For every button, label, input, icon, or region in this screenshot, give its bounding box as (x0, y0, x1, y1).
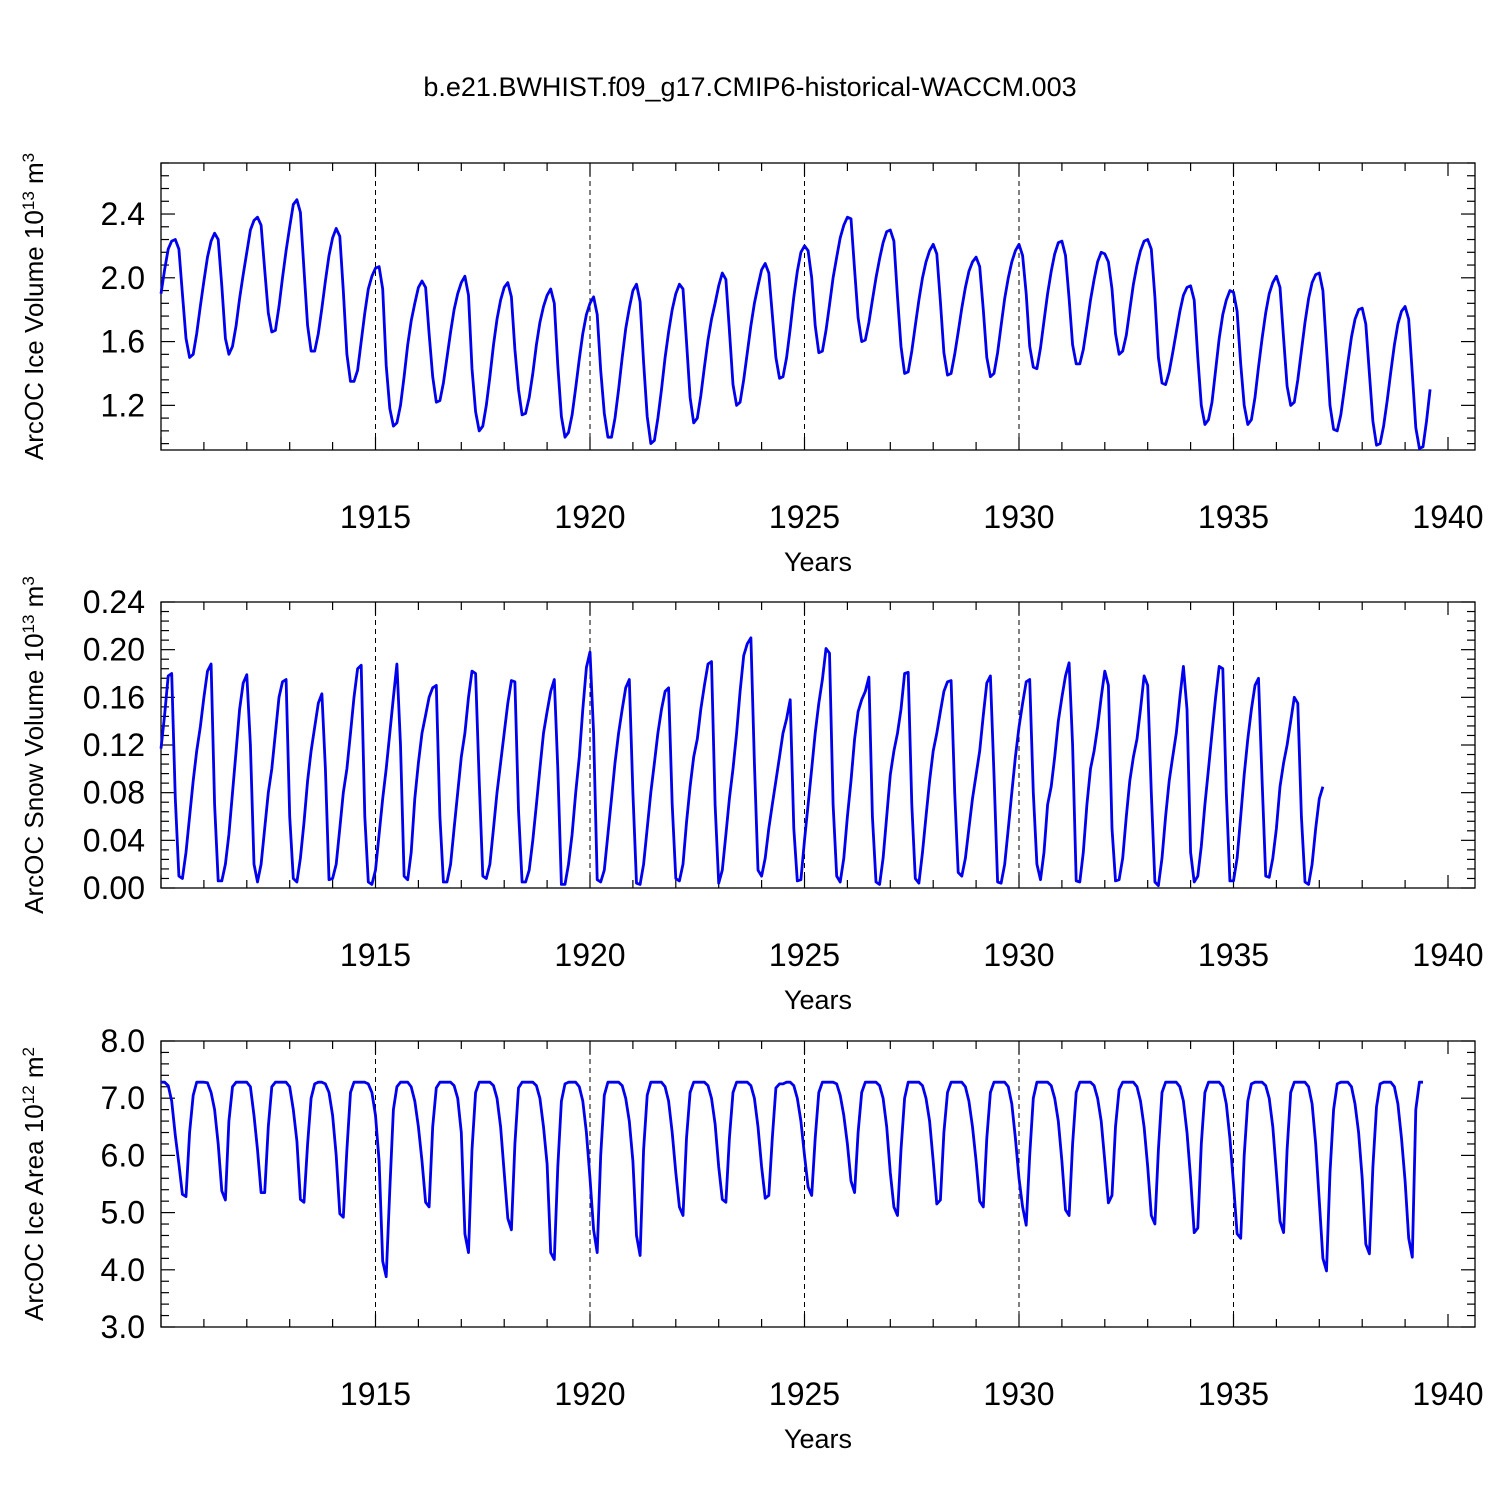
y-label-text: m (19, 162, 49, 191)
ice-volume-panel: 1.2 1.6 2.0 2.4 1915 1920 1925 1930 1935 1940 Year… (19, 153, 1484, 577)
x-axis-label: Years (784, 985, 852, 1015)
y-label-exponent: 13 (19, 615, 38, 634)
y-label-text: m (19, 1056, 49, 1085)
x-axis-label: Years (784, 547, 852, 577)
y-tick-label: 2.4 (101, 196, 145, 232)
series-line (159, 636, 1325, 887)
y-tick-label: 0.12 (83, 727, 145, 763)
series-line (159, 198, 1432, 450)
y-label-exponent: 13 (19, 191, 38, 210)
x-tick-label: 1930 (983, 1376, 1054, 1412)
y-label-exponent: 12 (19, 1085, 38, 1104)
x-tick-label: 1930 (983, 499, 1054, 535)
plot-frame (160, 601, 1476, 889)
y-tick-label: 1.6 (101, 324, 145, 360)
x-tick-label: 1925 (769, 937, 840, 973)
y-label-text: ArcOC Ice Area 10 (19, 1104, 49, 1321)
y-tick-label: 8.0 (101, 1023, 145, 1059)
x-axis-label: Years (784, 1424, 852, 1454)
y-tick-label: 0.08 (83, 775, 145, 811)
x-tick-label: 1925 (769, 499, 840, 535)
series-line (161, 1080, 1423, 1279)
x-tick-label: 1925 (769, 1376, 840, 1412)
y-tick-label: 6.0 (101, 1137, 145, 1173)
x-tick-label: 1940 (1412, 937, 1483, 973)
y-axis-label: ArcOC Ice Area 1012 m2 (19, 1047, 49, 1321)
x-tick-label: 1930 (983, 937, 1054, 973)
y-tick-label: 0.04 (83, 822, 145, 858)
y-tick-label: 7.0 (101, 1080, 145, 1116)
x-tick-label: 1920 (554, 499, 625, 535)
y-tick-label: 0.00 (83, 870, 145, 906)
y-label-exponent: 3 (19, 576, 38, 585)
x-tick-label: 1935 (1198, 937, 1269, 973)
y-axis-label: ArcOC Snow Volume 1013 m3 (19, 576, 49, 914)
x-tick-label: 1915 (340, 1376, 411, 1412)
y-tick-label: 0.16 (83, 679, 145, 715)
y-tick-label: 5.0 (101, 1195, 145, 1231)
plot-frame (160, 1040, 1476, 1328)
y-tick-label: 2.0 (101, 260, 145, 296)
plot-frame (160, 162, 1476, 451)
x-tick-label: 1935 (1198, 1376, 1269, 1412)
y-label-text: ArcOC Snow Volume 10 (19, 633, 49, 913)
x-tick-label: 1915 (340, 499, 411, 535)
x-tick-label: 1940 (1412, 499, 1483, 535)
y-label-text: m (19, 586, 49, 615)
y-label-text: ArcOC Ice Volume 10 (19, 210, 49, 460)
y-label-exponent: 2 (19, 1047, 38, 1056)
y-tick-label: 1.2 (101, 387, 145, 423)
x-tick-label: 1920 (554, 1376, 625, 1412)
x-tick-label: 1935 (1198, 499, 1269, 535)
x-tick-label: 1940 (1412, 1376, 1483, 1412)
x-tick-label: 1915 (340, 937, 411, 973)
y-tick-label: 3.0 (101, 1309, 145, 1345)
y-axis-label: ArcOC Ice Volume 1013 m3 (19, 153, 49, 460)
y-tick-label: 0.24 (83, 584, 145, 620)
ice-area-panel: 3.0 4.0 5.0 6.0 7.0 8.0 1915 1920 1925 1930 1935 19… (19, 1023, 1484, 1454)
y-label-exponent: 3 (19, 153, 38, 162)
y-tick-label: 4.0 (101, 1252, 145, 1288)
y-tick-label: 0.20 (83, 632, 145, 668)
snow-volume-panel: 0.00 0.04 0.08 0.12 0.16 0.20 0.24 1915 1920 1925… (19, 576, 1484, 1015)
x-tick-label: 1920 (554, 937, 625, 973)
figure-title: b.e21.BWHIST.f09_g17.CMIP6-historical-WA… (423, 72, 1076, 102)
